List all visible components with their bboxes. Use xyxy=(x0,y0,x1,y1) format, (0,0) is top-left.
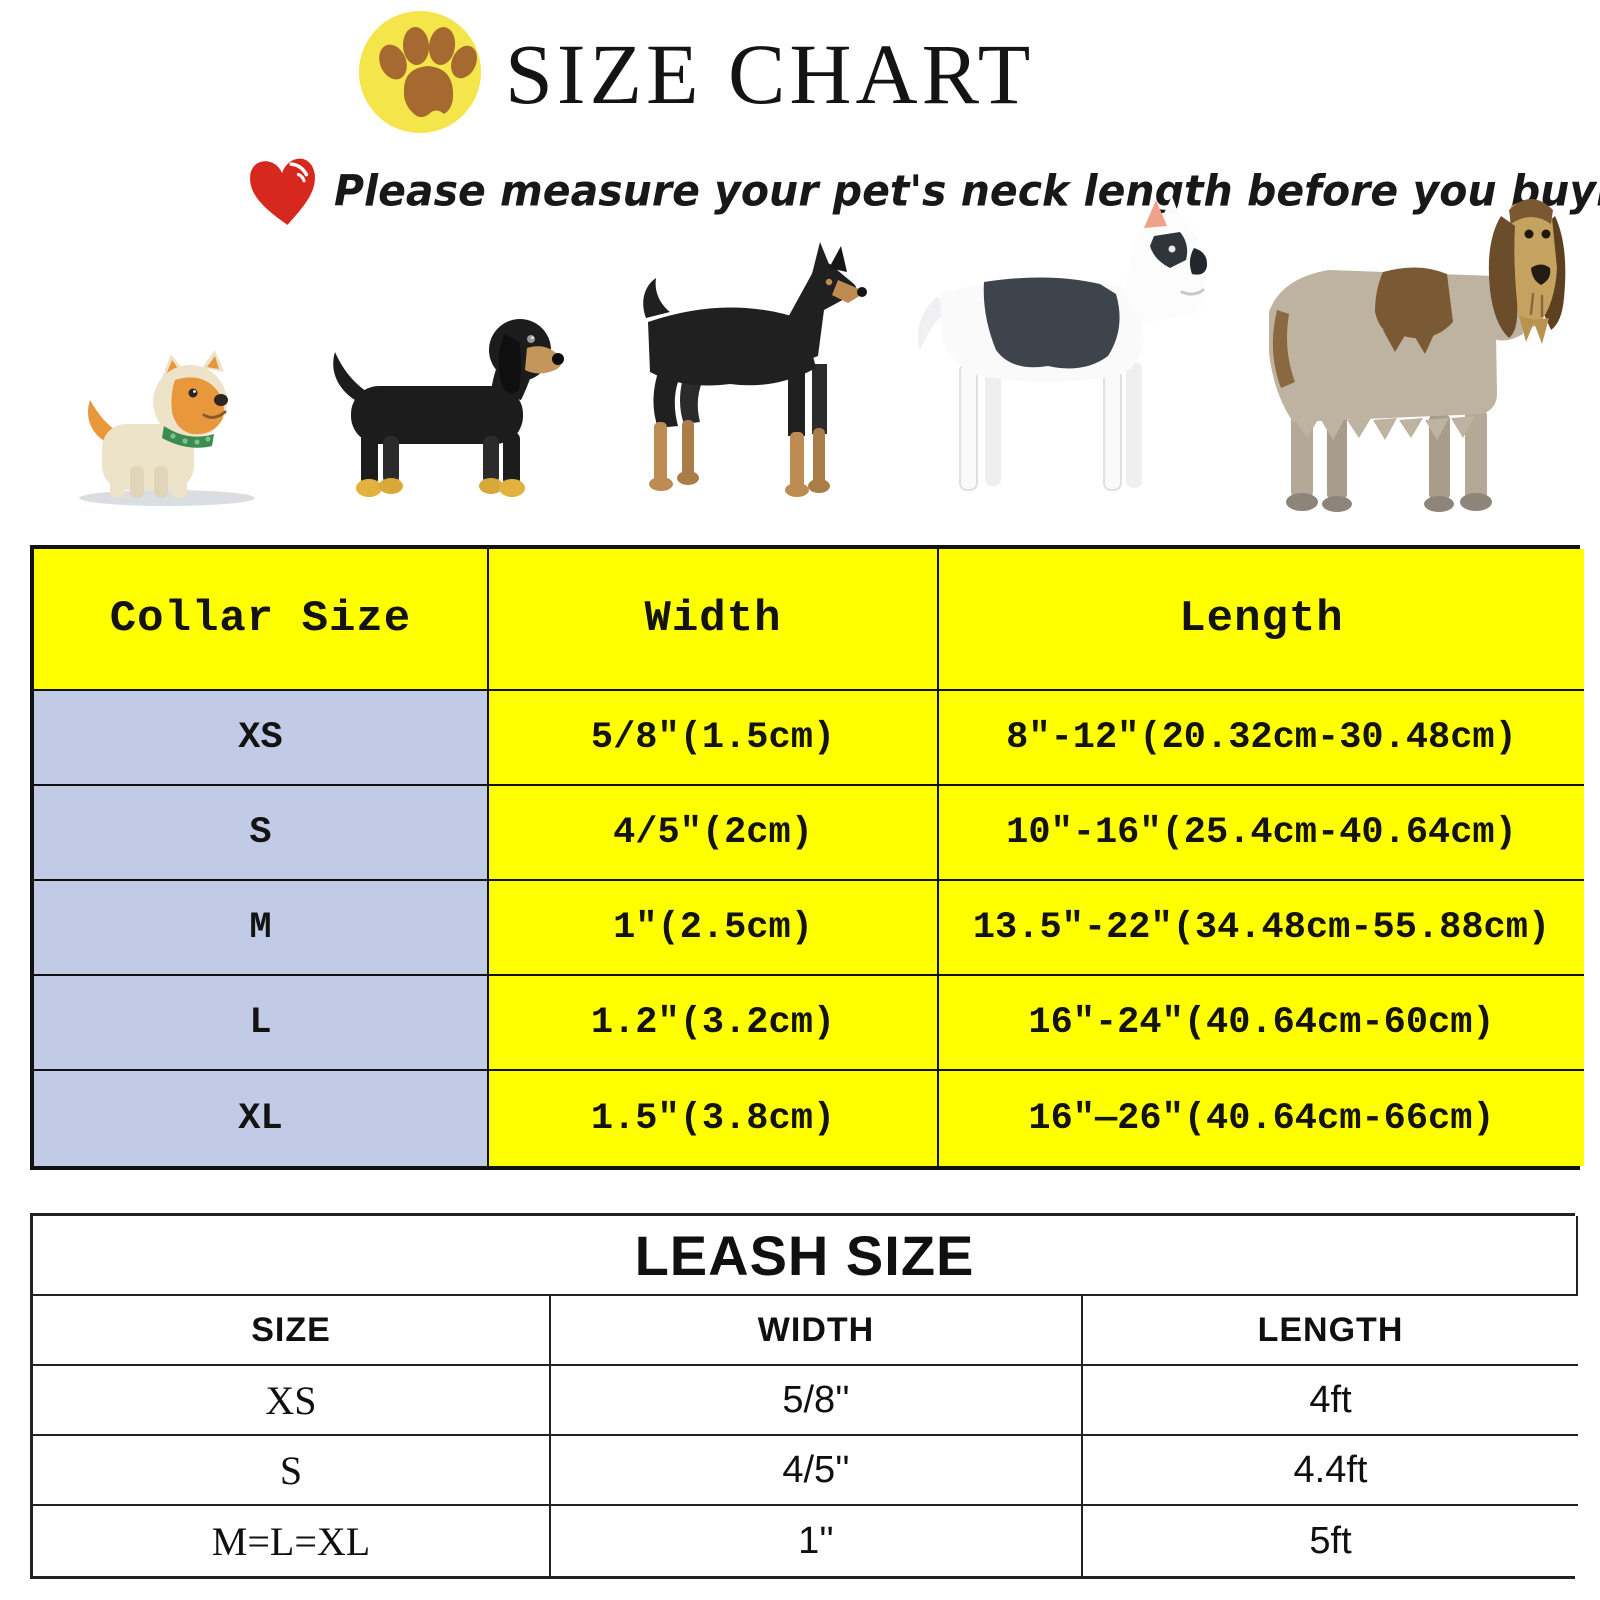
leash-column-header: LENGTH xyxy=(1083,1296,1578,1366)
leash-size-table: LEASH SIZE SIZE WIDTH LENGTH XS 5/8'' 4f… xyxy=(30,1213,1578,1579)
leash-width-cell: 4/5'' xyxy=(551,1436,1083,1506)
subtitle-row: Please measure your pet's neck length be… xyxy=(248,148,1600,234)
leash-length-cell: 5ft xyxy=(1083,1506,1578,1576)
collar-length-cell: 8"-12"(20.32cm-30.48cm) xyxy=(939,691,1584,786)
paw-icon xyxy=(359,11,481,133)
leash-table-title: LEASH SIZE xyxy=(33,1216,1578,1296)
measure-note-text: Please measure your pet's neck length be… xyxy=(334,165,1600,217)
leash-width-cell: 5/8'' xyxy=(551,1366,1083,1436)
page-title: SIZE CHART xyxy=(505,26,1035,122)
collar-width-cell: 1.2"(3.2cm) xyxy=(489,976,939,1071)
bull-terrier-dog-illustration xyxy=(918,196,1208,491)
small-puppy-dog-illustration xyxy=(79,350,254,506)
dachshund-dog-illustration xyxy=(333,319,564,497)
heart-icon xyxy=(250,158,315,225)
leash-column-header: WIDTH xyxy=(551,1296,1083,1366)
leash-length-cell: 4.4ft xyxy=(1083,1436,1578,1506)
leash-size-cell: M=L=XL xyxy=(33,1506,551,1576)
collar-length-cell: 16"—26"(40.64cm-66cm) xyxy=(939,1071,1584,1166)
leash-length-cell: 4ft xyxy=(1083,1366,1578,1436)
collar-column-header: Collar Size xyxy=(34,549,489,691)
collar-size-cell: M xyxy=(34,881,489,976)
collar-size-cell: XL xyxy=(34,1071,489,1166)
collar-size-cell: S xyxy=(34,786,489,881)
collar-length-cell: 13.5"-22"(34.48cm-55.88cm) xyxy=(939,881,1584,976)
collar-width-cell: 1.5"(3.8cm) xyxy=(489,1071,939,1166)
collar-width-cell: 1"(2.5cm) xyxy=(489,881,939,976)
collar-column-header: Length xyxy=(939,549,1584,691)
collar-column-header: Width xyxy=(489,549,939,691)
wirehaired-griffon-dog-illustration xyxy=(1269,199,1566,512)
leash-size-cell: S xyxy=(33,1436,551,1506)
collar-width-cell: 4/5"(2cm) xyxy=(489,786,939,881)
doberman-dog-illustration xyxy=(643,242,867,497)
leash-width-cell: 1'' xyxy=(551,1506,1083,1576)
leash-size-cell: XS xyxy=(33,1366,551,1436)
collar-size-table: Collar Size Width Length XS 5/8"(1.5cm) … xyxy=(30,545,1584,1170)
collar-size-cell: XS xyxy=(34,691,489,786)
collar-length-cell: 10"-16"(25.4cm-40.64cm) xyxy=(939,786,1584,881)
leash-column-header: SIZE xyxy=(33,1296,551,1366)
collar-width-cell: 5/8"(1.5cm) xyxy=(489,691,939,786)
collar-size-cell: L xyxy=(34,976,489,1071)
collar-length-cell: 16"-24"(40.64cm-60cm) xyxy=(939,976,1584,1071)
